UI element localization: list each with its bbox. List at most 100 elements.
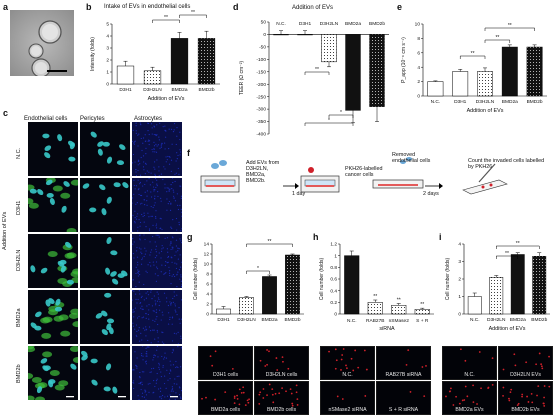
y-tick-label: 3 bbox=[106, 46, 109, 52]
micrograph-n-c--1 bbox=[80, 122, 130, 176]
category-label: N.C. bbox=[470, 317, 480, 323]
invasion-images-g: D3H1 cells D3H2LN cells BMD2a cells BMD2b c… bbox=[198, 346, 309, 415]
significance-mark: ** bbox=[516, 241, 520, 247]
category-label: BMD2b bbox=[199, 87, 215, 93]
category-label: N.C. bbox=[276, 21, 286, 27]
significance-bracket bbox=[152, 19, 180, 23]
chart-e: 0 2 4 6 8 10 P_app (10⁻⁶ cm s⁻¹) N.C. D3H1 D3H2LN… bbox=[401, 22, 547, 114]
significance-bracket bbox=[459, 55, 486, 59]
panel-label-a: a bbox=[3, 2, 9, 12]
significance-bracket bbox=[496, 255, 518, 259]
significance-mark: ** bbox=[397, 298, 401, 304]
category-label: BMD2b bbox=[369, 21, 385, 27]
bar-n-c- bbox=[273, 34, 289, 36]
arrow-1-icon bbox=[283, 183, 299, 189]
col-label-endothelial: Endothelial cells bbox=[24, 116, 68, 122]
y-tick-label: -50 bbox=[259, 44, 266, 50]
significance-mark: * bbox=[340, 110, 342, 116]
micrograph-bmd2a-1 bbox=[80, 290, 130, 344]
fluorescence-caption: N.C. bbox=[342, 372, 353, 378]
significance-mark: ** bbox=[373, 294, 377, 300]
significance-mark: ** bbox=[505, 251, 509, 257]
micrograph-d3h2ln-1 bbox=[80, 234, 130, 288]
micrograph-bmd2a-0 bbox=[28, 290, 78, 344]
significance-bracket bbox=[304, 122, 354, 126]
micrograph-d3h1-1 bbox=[80, 178, 130, 232]
fluorescence-tile: D3H2LN EVs bbox=[498, 346, 553, 380]
category-label: D3H2LN bbox=[320, 21, 339, 27]
significance-bracket bbox=[484, 27, 535, 31]
fluorescence-tile: BMD2a EVs bbox=[442, 381, 497, 415]
y-tick-label: 1 bbox=[334, 253, 337, 259]
significance-mark: ** bbox=[315, 67, 319, 73]
significance-mark: ** bbox=[268, 239, 272, 245]
ev-micrograph-svg bbox=[28, 20, 67, 76]
y-tick-label: 1.2 bbox=[330, 242, 337, 248]
y-axis-label: Cell number (folds) bbox=[193, 258, 199, 301]
y-tick-label: -400 bbox=[256, 132, 266, 138]
significance-bracket bbox=[328, 114, 354, 118]
fluorescence-caption: RAB27B siRNA bbox=[385, 372, 422, 378]
count-membrane-icon bbox=[462, 163, 508, 195]
category-label: D3H1 bbox=[454, 99, 467, 105]
category-label: N.C. bbox=[347, 318, 357, 324]
fluorescence-tile: N.C. bbox=[320, 346, 375, 380]
category-label: BMD2b bbox=[285, 317, 301, 323]
panel-label-f: f bbox=[187, 148, 190, 158]
panel-d-title: Addition of EVs bbox=[292, 5, 334, 11]
panel-b-title: Intake of EVs in endothelial cells bbox=[104, 4, 191, 10]
y-tick-label: -200 bbox=[256, 82, 266, 88]
y-axis-label: TEER (Ω cm⁻²) bbox=[239, 61, 245, 95]
y-tick-label: 2 bbox=[417, 79, 420, 85]
bar-bmd2a bbox=[170, 38, 189, 85]
category-label: D3H2LN bbox=[143, 87, 162, 93]
y-axis-label: P_app (10⁻⁶ cm s⁻¹) bbox=[401, 37, 407, 83]
significance-bracket bbox=[496, 245, 540, 249]
y-tick-label: 0 bbox=[458, 312, 461, 318]
step4-text: Count the invaded cells labelled by PKH2… bbox=[468, 158, 545, 170]
significance-mark: ** bbox=[471, 51, 475, 57]
chart-d: 50 0 -50 -100 -150 -200 -250 -300 -350 -400 TEER (… bbox=[239, 20, 389, 138]
bar-d3h1 bbox=[297, 34, 313, 36]
col-label-pericytes: Pericytes bbox=[80, 116, 105, 122]
x-axis-label: Addition of EVs bbox=[467, 108, 504, 114]
y-tick-label: -350 bbox=[256, 119, 266, 125]
y-tick-label: 4 bbox=[206, 292, 209, 298]
bar-bmd2a bbox=[501, 46, 518, 97]
micrograph-bmd2b-1 bbox=[80, 346, 130, 400]
y-tick-label: -100 bbox=[256, 57, 266, 63]
category-label: BMD2a bbox=[345, 21, 361, 27]
x-axis-label: Addition of EVs bbox=[148, 96, 185, 102]
category-label: BMD2a bbox=[172, 87, 188, 93]
y-tick-label: 6 bbox=[206, 282, 209, 288]
y-tick-label: 0 bbox=[417, 94, 420, 100]
fluorescence-tile: BMD2b cells bbox=[254, 381, 309, 415]
category-label: BMD2b bbox=[531, 317, 547, 323]
bar-bmd2a bbox=[345, 34, 361, 111]
fluorescence-caption: D3H2LN cells bbox=[265, 372, 298, 378]
y-tick-label: 50 bbox=[261, 20, 267, 26]
step1-text: Add EVs from D3H2LN, BMD2a, BMD2b. bbox=[246, 160, 280, 184]
well-2-icon bbox=[300, 167, 340, 193]
bar-n-c- bbox=[344, 255, 360, 315]
fluorescence-tile: N.C. bbox=[442, 346, 497, 380]
invasion-images-h: N.C. RAB27B siRNA nSMase2 siRNA S + R siRNA bbox=[320, 346, 434, 415]
significance-mark: ** bbox=[191, 10, 195, 16]
micrograph-d3h2ln-2 bbox=[132, 234, 182, 288]
arrow2-label: 2 days bbox=[423, 191, 439, 197]
y-tick-label: 8 bbox=[206, 272, 209, 278]
invasion-images-i: N.C. D3H2LN EVs BMD2a EVs BMD2b EVs bbox=[442, 346, 553, 415]
bar-d3h2ln bbox=[477, 71, 493, 97]
category-label: N.C. bbox=[431, 99, 441, 105]
row-label: D3H1 bbox=[16, 200, 22, 215]
well-3-icon bbox=[372, 157, 424, 189]
bar-s-r bbox=[414, 309, 430, 315]
bar-bmd2b bbox=[369, 34, 385, 107]
fluorescence-tile: S + R siRNA bbox=[376, 381, 431, 415]
panel-label-g: g bbox=[187, 232, 193, 242]
bar-d3h2ln bbox=[239, 297, 254, 315]
micrograph-bmd2b-0 bbox=[28, 346, 78, 400]
bar-d3h2ln bbox=[321, 34, 337, 63]
row-label: D3H2LN bbox=[16, 249, 22, 271]
significance-mark: ** bbox=[420, 302, 424, 308]
